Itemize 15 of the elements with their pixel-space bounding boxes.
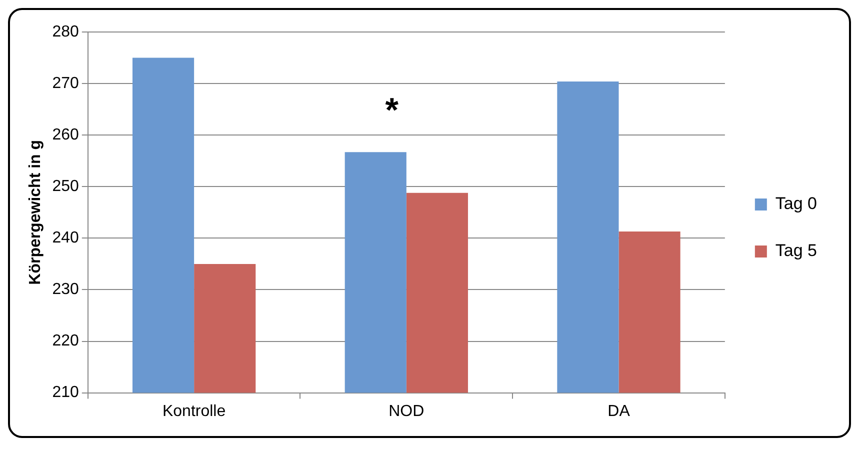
y-tick-label: 230: [52, 281, 79, 298]
y-tick-label: 280: [52, 23, 79, 40]
y-tick-label: 270: [52, 74, 79, 92]
y-tick-label: 220: [52, 332, 79, 350]
y-axis-title: Körpergewicht in g: [27, 140, 44, 285]
y-tick-label: 240: [52, 230, 79, 247]
y-tick-label: 250: [52, 178, 79, 196]
annotation: *: [385, 92, 400, 130]
x-tick-label: NOD: [388, 402, 424, 420]
legend-label: Tag 0: [775, 194, 818, 214]
legend-label: Tag 5: [775, 241, 818, 260]
x-tick-label: DA: [608, 402, 630, 420]
x-tick-label: Kontrolle: [162, 402, 226, 420]
y-tick-label: 260: [52, 126, 79, 144]
y-tick-label: 210: [52, 384, 79, 402]
